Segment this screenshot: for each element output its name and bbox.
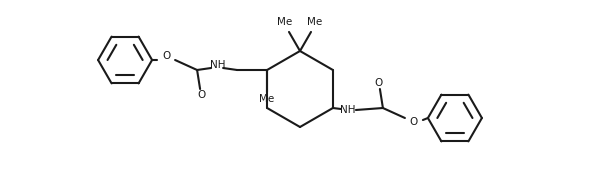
- Text: O: O: [375, 78, 383, 88]
- Text: NH: NH: [210, 60, 226, 70]
- Text: Me: Me: [278, 17, 293, 27]
- Text: O: O: [410, 117, 418, 127]
- Text: Me: Me: [307, 17, 322, 27]
- Text: O: O: [197, 90, 205, 100]
- Text: NH: NH: [340, 105, 356, 115]
- Text: Me: Me: [260, 94, 275, 104]
- Text: O: O: [162, 51, 170, 61]
